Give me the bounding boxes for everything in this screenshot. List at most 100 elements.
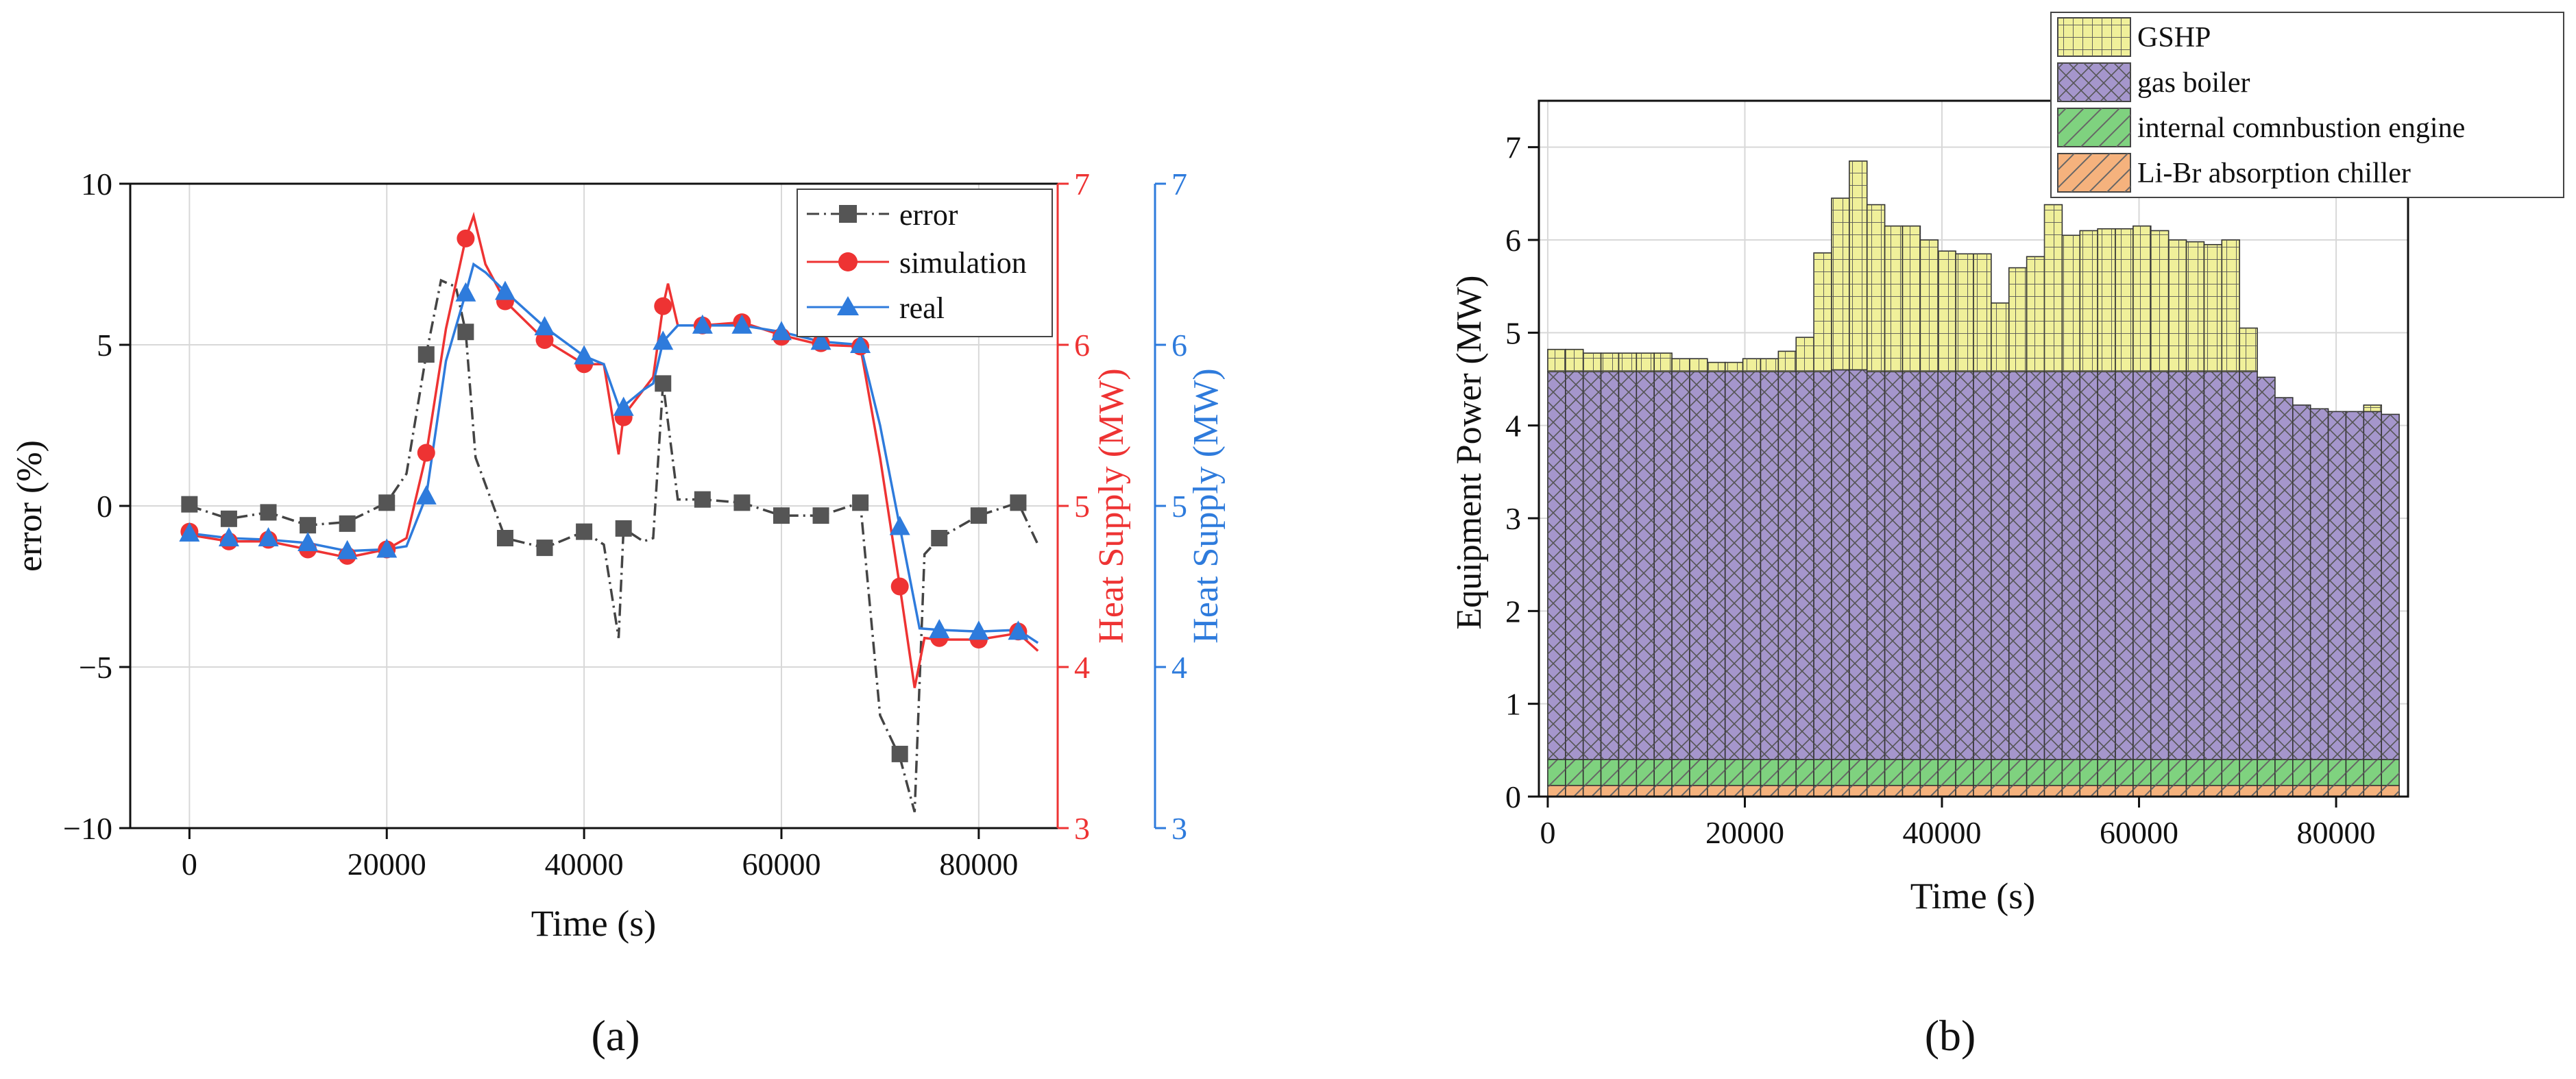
marker-error [497, 530, 513, 546]
bar-li-br-absorption-chiller-hatch [2133, 786, 2151, 797]
bar-internal-comnbustion-engine-hatch [2169, 760, 2187, 786]
bar-gas-boiler-hatch [1636, 372, 1654, 760]
bar-li-br-absorption-chiller-hatch [1743, 786, 1761, 797]
bar-li-br-absorption-chiller-hatch [2257, 786, 2275, 797]
bar-gas-boiler-hatch [1690, 372, 1708, 760]
marker-error [852, 494, 868, 511]
bar-li-br-absorption-chiller-hatch [2045, 786, 2063, 797]
panel-b-legend: GSHP gas boiler internal comnbustion eng… [2051, 12, 2564, 197]
bar-gas-boiler-hatch [1583, 372, 1601, 760]
marker-error [260, 504, 277, 520]
bar-li-br-absorption-chiller-hatch [2381, 786, 2399, 797]
bar-gas-boiler-hatch [2239, 372, 2257, 760]
marker-error [181, 496, 197, 513]
bar-li-br-absorption-chiller-hatch [1566, 786, 1583, 797]
panel-a-blue-tick-label: 7 [1171, 167, 1187, 202]
bar-gshp-hatch [2169, 240, 2187, 372]
legend-item-libr: Li-Br absorption chiller [2058, 154, 2411, 192]
panel-a-ylabel-blue: Heat Supply (MW) [1187, 368, 1226, 643]
bar-gas-boiler-hatch [2098, 372, 2115, 760]
bar-li-br-absorption-chiller-hatch [2364, 786, 2381, 797]
bar-gshp-hatch [2204, 245, 2222, 372]
panel-b-xlabel: Time (s) [1910, 875, 2036, 917]
bar-gas-boiler-hatch [1867, 372, 1885, 760]
bar-gas-boiler-hatch [1548, 372, 1566, 760]
panel-b-ytick-label: 0 [1505, 779, 1521, 814]
bar-gshp-hatch [2098, 229, 2115, 372]
bar-gshp-hatch [2133, 226, 2151, 372]
bar-internal-comnbustion-engine-hatch [1832, 760, 1849, 786]
bar-gshp-hatch [2187, 242, 2204, 372]
panel-a-ytick-label: −10 [63, 811, 112, 846]
bar-gshp-hatch [2045, 205, 2063, 372]
panel-b-ytick-label: 2 [1505, 594, 1521, 629]
bar-li-br-absorption-chiller-hatch [1690, 786, 1708, 797]
bar-gshp-hatch [2009, 268, 2027, 372]
bar-internal-comnbustion-engine-hatch [1654, 760, 1672, 786]
bar-internal-comnbustion-engine-hatch [1814, 760, 1832, 786]
bar-li-br-absorption-chiller-hatch [2222, 786, 2239, 797]
bar-gshp-hatch [1760, 359, 1778, 372]
panel-b-ytick-label: 3 [1505, 501, 1521, 536]
bar-internal-comnbustion-engine-hatch [1796, 760, 1814, 786]
bar-gshp-hatch [1743, 359, 1761, 372]
bar-internal-comnbustion-engine-hatch [1885, 760, 1903, 786]
bar-li-br-absorption-chiller-hatch [2346, 786, 2364, 797]
bar-li-br-absorption-chiller-hatch [2027, 786, 2045, 797]
bar-internal-comnbustion-engine-hatch [2115, 760, 2133, 786]
bar-li-br-absorption-chiller-hatch [2098, 786, 2115, 797]
bar-li-br-absorption-chiller-hatch [2329, 786, 2346, 797]
marker-simulation [417, 444, 435, 461]
bar-internal-comnbustion-engine-hatch [1636, 760, 1654, 786]
marker-real [890, 516, 910, 535]
bar-gshp-hatch [2062, 235, 2080, 372]
panel-a-blue-tick-label: 6 [1171, 328, 1187, 363]
bar-internal-comnbustion-engine-hatch [2329, 760, 2346, 786]
bar-internal-comnbustion-engine-hatch [2222, 760, 2239, 786]
bar-gas-boiler-hatch [2133, 372, 2151, 760]
bar-gas-boiler-hatch [1849, 369, 1867, 759]
bar-gas-boiler-hatch [2062, 372, 2080, 760]
bar-gshp-hatch [2222, 240, 2239, 372]
bar-gas-boiler-hatch [2115, 372, 2133, 760]
bar-gas-boiler-hatch [1566, 372, 1583, 760]
bar-internal-comnbustion-engine-hatch [2151, 760, 2169, 786]
bar-internal-comnbustion-engine-hatch [2098, 760, 2115, 786]
panel-b-xtick-label: 20000 [1705, 815, 1784, 850]
bar-internal-comnbustion-engine-hatch [1566, 760, 1583, 786]
bar-internal-comnbustion-engine-hatch [1708, 760, 1725, 786]
panel-a-ytick-label: 0 [97, 489, 112, 524]
bar-internal-comnbustion-engine-hatch [2311, 760, 2329, 786]
marker-real [455, 282, 476, 302]
panel-b-caption: (b) [1925, 1011, 1976, 1060]
bar-gshp-hatch [1654, 353, 1672, 372]
bar-internal-comnbustion-engine-hatch [2239, 760, 2257, 786]
panel-a-caption: (a) [591, 1011, 640, 1060]
bar-li-br-absorption-chiller-hatch [1885, 786, 1903, 797]
marker-error [537, 540, 553, 556]
marker-error [418, 346, 435, 363]
bar-internal-comnbustion-engine-hatch [2027, 760, 2045, 786]
bar-gshp-hatch [1778, 351, 1796, 372]
marker-error [616, 520, 632, 537]
bar-internal-comnbustion-engine-hatch [2133, 760, 2151, 786]
bar-li-br-absorption-chiller-hatch [1654, 786, 1672, 797]
panel-b-ylabel: Equipment Power (MW) [1450, 275, 1489, 629]
bar-gas-boiler-hatch [2187, 372, 2204, 760]
legend-label-gshp: GSHP [2137, 22, 2211, 53]
panel-a-xtick-label: 20000 [348, 847, 426, 882]
panel-a-ytick-label: 10 [81, 167, 112, 202]
bar-internal-comnbustion-engine-hatch [1760, 760, 1778, 786]
panel-a-xtick-label: 80000 [939, 847, 1018, 882]
bar-gshp-hatch [1708, 363, 1725, 372]
bar-internal-comnbustion-engine-hatch [1690, 760, 1708, 786]
figure-canvas: 0 20000 40000 60000 80000−10−505103456734567… [0, 0, 2576, 1079]
bar-li-br-absorption-chiller-hatch [1956, 786, 1973, 797]
bar-internal-comnbustion-engine-hatch [1743, 760, 1761, 786]
bar-internal-comnbustion-engine-hatch [1849, 760, 1867, 786]
bar-gas-boiler-hatch [2311, 409, 2329, 760]
marker-error [971, 507, 987, 524]
panel-a-xtick-label: 0 [182, 847, 197, 882]
bar-li-br-absorption-chiller-hatch [1832, 786, 1849, 797]
marker-error [813, 507, 829, 524]
